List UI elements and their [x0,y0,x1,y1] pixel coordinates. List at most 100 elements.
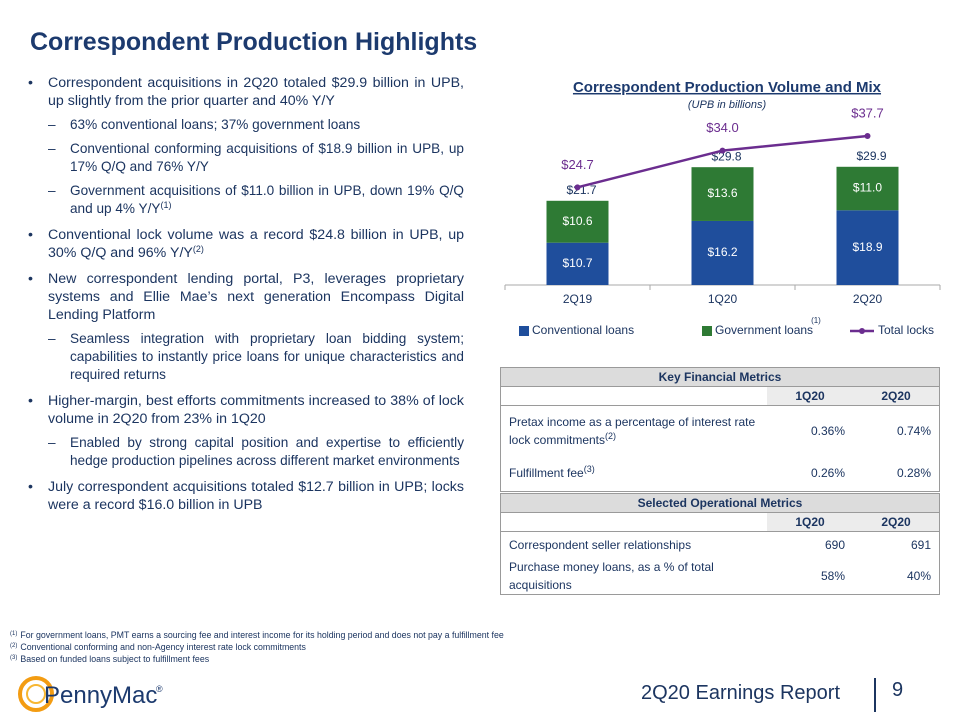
table-title: Selected Operational Metrics [500,493,940,513]
line-value-label: $24.7 [561,157,594,172]
bullet-footnote-ref: (2) [192,244,204,254]
footnote: (3) Based on funded loans subject to fulf… [10,653,504,665]
legend-label: Total locks [878,323,934,337]
table-cell: 0.28% [896,466,931,481]
sub-bullet: Seamless integration with proprietary lo… [28,330,464,384]
bar-value-label: $18.9 [852,240,882,254]
line-point [574,184,581,191]
table-header-blank [500,386,767,406]
bar-value-label: $13.6 [707,186,737,200]
sub-bullet: Conventional conforming acquisitions of … [28,140,464,176]
bar-total-label: $29.8 [711,149,741,163]
footer-report: 2Q20 Earnings Report [641,682,841,704]
sub-bullet-text: 63% conventional loans; 37% government l… [70,117,361,132]
footnote: (1) For government loans, PMT earns a sou… [10,629,504,641]
logo-swirl [18,676,54,712]
bullet-text: New correspondent lending portal, P3, le… [48,271,464,323]
legend-swatch [702,326,712,336]
footnote: (2) Conventional conforming and non-Agenc… [10,641,504,653]
table-row: Pretax income as a percentage of interes… [501,406,940,456]
bar-segment [836,210,899,285]
row-label: Pretax income as a percentage of interes… [501,406,768,456]
table-header: 1Q20 [767,386,853,406]
chart-title: Correspondent Production Volume and Mix [573,79,882,96]
bullet: Correspondent acquisitions in 2Q20 total… [28,74,464,218]
x-tick-label: 1Q20 [708,292,738,306]
table-title-row: Selected Operational Metrics [500,493,940,513]
table-title: Key Financial Metrics [500,367,940,387]
bar-total-label: $29.9 [856,149,886,163]
table-header-row: 1Q20 2Q20 [500,386,940,406]
sub-bullet: Enabled by strong capital position and e… [28,434,464,470]
row-label-text: Pretax income as a percentage of interes… [509,414,756,447]
page-number: 9 [892,679,904,701]
bullet-text: July correspondent acquisitions totaled … [48,479,464,513]
logo-text: PennyMac [44,682,157,709]
sub-bullet: Government acquisitions of $11.0 billion… [28,182,464,218]
bar-value-label: $11.0 [853,181,882,195]
logo: PennyMac ® [18,676,163,712]
sub-bullet-footnote-ref: (1) [160,200,172,210]
table-row: Correspondent seller relationships 690 691 [501,532,940,558]
line-value-label: $37.7 [851,105,884,120]
logo-swirl-inner [26,684,46,704]
bar-value-label: $16.2 [707,245,737,259]
table-cell: 40% [906,568,931,583]
row-label-text: Purchase money loans, as a % of total ac… [509,559,714,592]
table-row: Fulfillment fee(3) 0.26% 0.28% [501,456,940,492]
table-cell: 690 [824,537,845,552]
table-header-row: 1Q20 2Q20 [500,512,940,532]
table-cell: 691 [910,537,931,552]
row-label-footnote-ref: (2) [605,430,617,441]
sub-bullet-text: Enabled by strong capital position and e… [70,435,464,468]
legend-label: Conventional loans [532,323,634,337]
table-row: Purchase money loans, as a % of total ac… [501,558,940,595]
bar-value-label: $10.7 [562,256,592,270]
chart: Correspondent Production Volume and Mix … [504,79,941,337]
sub-bullet: 63% conventional loans; 37% government l… [28,116,464,134]
table-header: 1Q20 [767,512,853,532]
metrics-table: Selected Operational Metrics 1Q20 2Q20 Corr… [500,493,940,595]
table-header: 2Q20 [853,386,940,406]
sub-bullet-text: Seamless integration with proprietary lo… [70,331,464,382]
metrics-table: Key Financial Metrics 1Q20 2Q20 Pretax inco… [500,367,940,492]
row-label: Purchase money loans, as a % of total ac… [501,558,768,595]
bar-total-label: $21.7 [566,183,596,197]
footnote-text: Based on funded loans subject to fulfill… [20,654,210,664]
bullet: Conventional lock volume was a record $2… [28,226,464,262]
bullet-list: Correspondent acquisitions in 2Q20 total… [28,74,464,522]
footnote-text: For government loans, PMT earns a sourci… [20,630,504,640]
row-label: Correspondent seller relationships [501,532,768,558]
row-label: Fulfillment fee(3) [501,456,768,492]
x-tick-label: 2Q20 [853,292,883,306]
table-cell: 0.74% [896,423,931,438]
bullet-text: Higher-margin, best efforts commitments … [48,393,464,427]
bar-value-label: $10.6 [562,214,592,228]
footnote-mark: (1) [10,631,18,637]
slide-title: Correspondent Production Highlights [30,28,478,56]
bar-segment [691,220,754,285]
sub-bullet-text: Government acquisitions of $11.0 billion… [70,183,464,216]
bullet-text: Conventional lock volume was a record $2… [48,227,464,261]
table-cell: 0.26% [810,466,845,481]
table-header: 2Q20 [853,512,940,532]
table-header-blank [500,512,767,532]
footnotes: (1) For government loans, PMT earns a sou… [10,629,504,665]
footnote-mark: (2) [10,643,18,649]
chart-subtitle: (UPB in billions) [688,99,767,111]
sub-bullet-text: Conventional conforming acquisitions of … [70,141,464,174]
legend-swatch-point [859,328,865,334]
bullet: New correspondent lending portal, P3, le… [28,270,464,384]
table-cell: 0.36% [810,423,845,438]
bullet: July correspondent acquisitions totaled … [28,478,464,514]
footer-divider [874,678,876,712]
bullet-text: Correspondent acquisitions in 2Q20 total… [48,75,464,109]
legend-swatch [519,326,529,336]
table-title-row: Key Financial Metrics [500,367,940,387]
line-point [719,147,726,154]
bar-segment [691,167,754,221]
bar-segment [546,200,609,243]
x-tick-label: 2Q19 [563,292,593,306]
line-point [864,132,871,139]
